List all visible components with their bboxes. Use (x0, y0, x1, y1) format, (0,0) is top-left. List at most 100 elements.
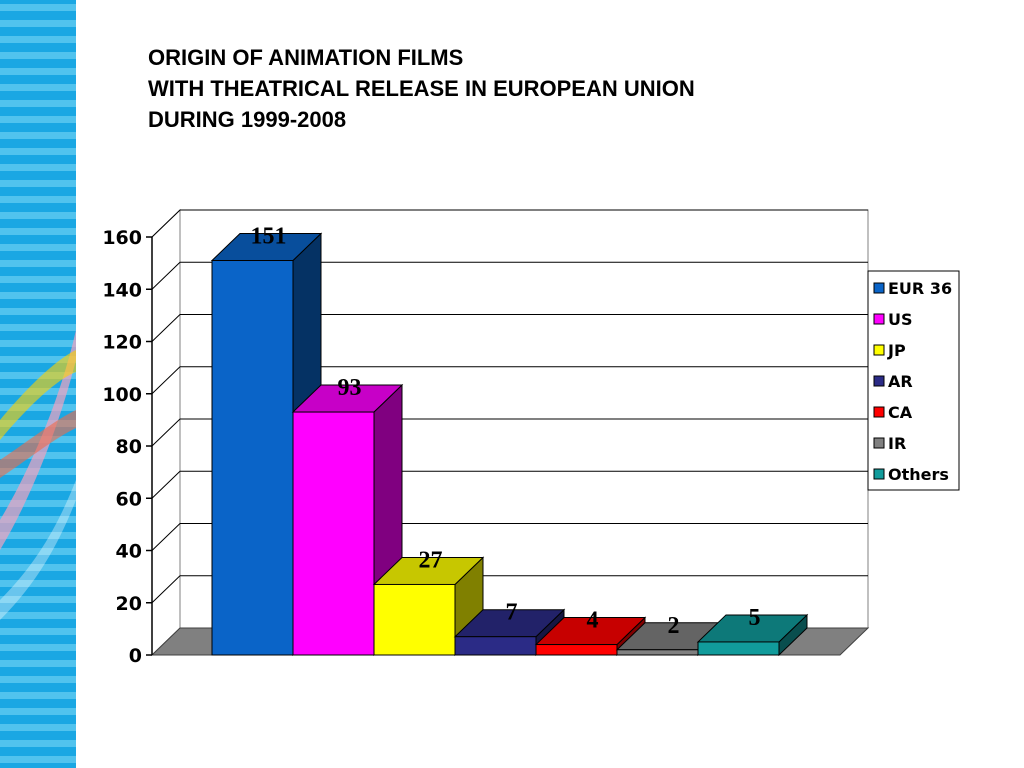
legend-swatch (873, 313, 885, 325)
sidebar-stripe (0, 612, 76, 619)
sidebar-stripe (0, 356, 76, 363)
sidebar-stripe (0, 324, 76, 331)
sidebar-stripe (0, 308, 76, 315)
y-tick-label: 60 (116, 488, 142, 510)
sidebar-stripe (0, 52, 76, 59)
legend-item: IR (873, 434, 906, 453)
sidebar-stripe (0, 36, 76, 43)
legend-label: CA (888, 403, 913, 422)
legend-item: US (873, 310, 913, 329)
legend-label: US (888, 310, 913, 329)
sidebar-stripe (0, 516, 76, 523)
legend: EUR 36 US JP AR CA IR Others (867, 270, 960, 491)
gridline (151, 470, 868, 499)
legend-swatch (873, 437, 885, 449)
legend-item: AR (873, 372, 913, 391)
sidebar-stripe (0, 260, 76, 267)
data-labels: 151 93 27 7 4 2 5 (251, 224, 761, 639)
y-tick-label: 100 (102, 384, 142, 406)
sidebar-stripe (0, 244, 76, 251)
sidebar-stripe (0, 196, 76, 203)
sidebar-stripe (0, 628, 76, 635)
sidebar-stripe (0, 580, 76, 587)
title-line-1: ORIGIN OF ANIMATION FILMS (148, 45, 464, 70)
sidebar-stripe (0, 228, 76, 235)
gridline (151, 575, 868, 604)
sidebar-stripe (0, 372, 76, 379)
legend-swatch (873, 344, 885, 356)
sidebar-stripe (0, 660, 76, 667)
y-tick-label: 0 (129, 645, 142, 667)
data-label: 93 (338, 375, 362, 401)
title-line-2: WITH THEATRICAL RELEASE IN EUROPEAN UNIO… (148, 76, 695, 101)
sidebar-stripe (0, 100, 76, 107)
sidebar-stripe (0, 420, 76, 427)
legend-item: Others (873, 465, 949, 484)
legend-item: JP (873, 341, 906, 360)
gridline (151, 523, 868, 551)
sidebar-stripe (0, 500, 76, 507)
gridline (151, 209, 868, 238)
decorative-sidebar (0, 0, 76, 768)
chart-title: ORIGIN OF ANIMATION FILMS WITH THEATRICA… (148, 42, 695, 135)
y-tick-label: 120 (102, 332, 142, 354)
gridlines (151, 209, 868, 604)
data-label: 7 (506, 600, 518, 626)
sidebar-stripe (0, 292, 76, 299)
data-label: 2 (668, 613, 680, 639)
legend-swatch (873, 282, 885, 294)
data-label: 151 (251, 224, 287, 250)
sidebar-stripe (0, 340, 76, 347)
legend-label: AR (888, 372, 913, 391)
sidebar-stripe (0, 724, 76, 731)
sidebar-stripe (0, 20, 76, 27)
gridline (151, 261, 868, 290)
y-tick-label: 80 (116, 436, 142, 458)
sidebar-stripe (0, 116, 76, 123)
legend-item: CA (873, 403, 913, 422)
sidebar-stripe (0, 164, 76, 171)
sidebar-stripe (0, 740, 76, 747)
bar-front (292, 411, 375, 656)
bar-front (211, 260, 294, 656)
sidebar-stripe (0, 132, 76, 139)
legend-swatch (873, 468, 885, 480)
sidebar-stripe (0, 148, 76, 155)
sidebar-stripe (0, 708, 76, 715)
sidebar-stripe (0, 276, 76, 283)
sidebar-stripe (0, 84, 76, 91)
y-tick-label: 20 (116, 593, 142, 615)
sidebar-stripe (0, 548, 76, 555)
bars (210, 232, 809, 657)
legend-swatch (873, 375, 885, 387)
bar (453, 608, 566, 657)
legend-label: IR (888, 434, 906, 453)
gridline (151, 418, 868, 447)
gridline (151, 314, 868, 342)
sidebar-stripe (0, 212, 76, 219)
sidebar-stripe (0, 4, 76, 11)
data-label: 5 (749, 605, 761, 631)
sidebar-stripe (0, 484, 76, 491)
sidebar-stripe (0, 596, 76, 603)
bar-front (454, 636, 537, 656)
data-label: 4 (587, 608, 599, 634)
gridline (151, 366, 868, 395)
bar-front (373, 583, 456, 656)
data-label: 27 (419, 547, 443, 573)
sidebar-stripe (0, 68, 76, 75)
legend-swatch (873, 406, 885, 418)
sidebar-stripe (0, 692, 76, 699)
sidebar-stripe (0, 564, 76, 571)
legend-item: EUR 36 (873, 279, 952, 298)
sidebar-stripe (0, 676, 76, 683)
bar-front (697, 641, 780, 656)
sidebar-stripe (0, 180, 76, 187)
y-axis: 0 20 40 60 80 100 120 140 160 (102, 227, 153, 667)
legend-label: Others (888, 465, 949, 484)
y-tick-label: 140 (102, 279, 142, 301)
legend-label: JP (887, 341, 906, 360)
sidebar-stripe (0, 644, 76, 651)
legend-label: EUR 36 (888, 279, 952, 298)
